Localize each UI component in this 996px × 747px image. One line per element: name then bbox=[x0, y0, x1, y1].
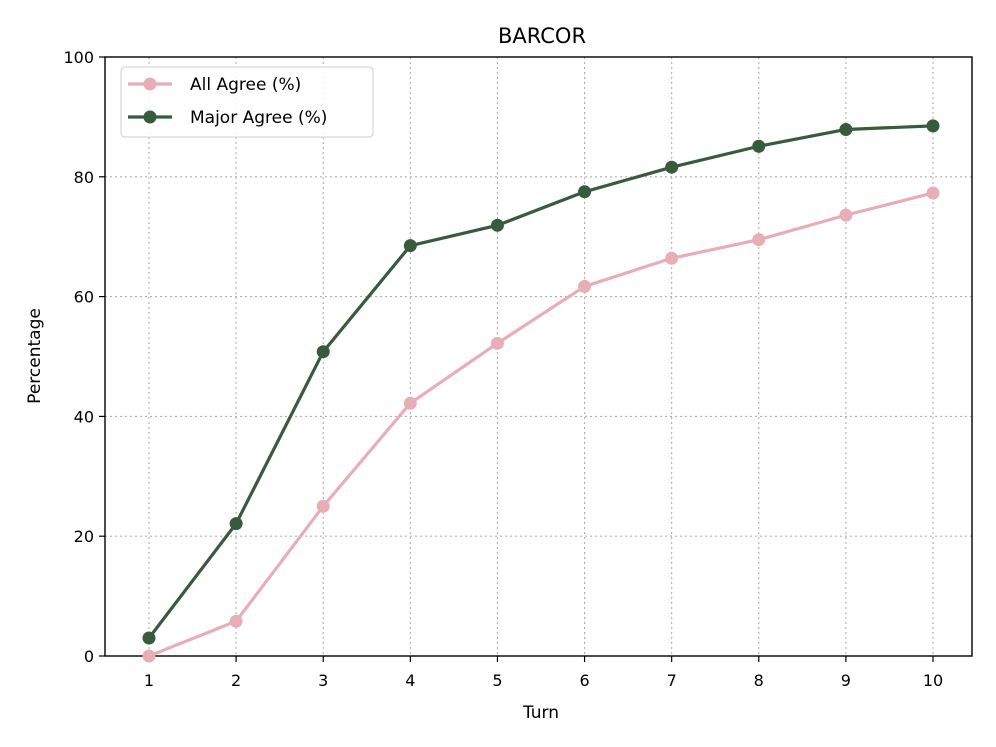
legend-marker bbox=[143, 110, 157, 124]
data-point bbox=[403, 239, 417, 253]
legend-box bbox=[120, 66, 374, 138]
x-tick-label: 3 bbox=[318, 671, 328, 690]
grid-lines bbox=[105, 56, 972, 657]
data-point bbox=[926, 119, 940, 133]
x-axis-label: Turn bbox=[522, 703, 559, 723]
data-point bbox=[578, 185, 592, 199]
plot-frame bbox=[104, 56, 973, 657]
series-line bbox=[147, 124, 934, 639]
y-tick-label: 80 bbox=[74, 168, 94, 187]
data-point bbox=[665, 160, 679, 174]
data-point bbox=[665, 251, 679, 265]
data-point bbox=[142, 631, 156, 645]
data-point bbox=[578, 279, 592, 293]
y-tick-label: 20 bbox=[74, 527, 94, 546]
data-point bbox=[142, 649, 156, 663]
data-point bbox=[490, 218, 504, 232]
legend: All Agree (%) Major Agree (%) bbox=[120, 66, 374, 138]
y-tick-label: 100 bbox=[63, 48, 94, 67]
series-line bbox=[148, 191, 934, 658]
x-tick-label: 2 bbox=[231, 671, 241, 690]
data-point bbox=[752, 233, 766, 247]
x-tick-label: 9 bbox=[841, 671, 851, 690]
y-tick-label: 40 bbox=[74, 407, 94, 426]
chart-title: BARCOR bbox=[498, 24, 586, 48]
series-major-agree bbox=[142, 119, 940, 645]
x-tick-label: 5 bbox=[492, 671, 502, 690]
data-point bbox=[839, 122, 853, 136]
data-point bbox=[752, 139, 766, 153]
data-point bbox=[316, 499, 330, 513]
y-tick-label: 0 bbox=[84, 647, 94, 666]
x-tick-label: 1 bbox=[144, 671, 154, 690]
y-tick-label: 60 bbox=[74, 288, 94, 307]
y-axis-label: Percentage bbox=[25, 308, 45, 404]
x-tick-label: 6 bbox=[579, 671, 589, 690]
x-tick-label: 10 bbox=[923, 671, 943, 690]
data-point bbox=[316, 345, 330, 359]
data-point bbox=[490, 336, 504, 350]
data-point bbox=[229, 517, 243, 531]
legend-label: Major Agree (%) bbox=[190, 108, 327, 128]
data-point bbox=[403, 396, 417, 410]
series-layer bbox=[142, 119, 940, 663]
legend-label: All Agree (%) bbox=[190, 75, 301, 95]
x-tick-label: 8 bbox=[754, 671, 764, 690]
data-point bbox=[229, 614, 243, 628]
x-tick-label: 7 bbox=[667, 671, 677, 690]
data-point bbox=[839, 208, 853, 222]
series-all-agree bbox=[142, 186, 940, 663]
data-point bbox=[926, 186, 940, 200]
legend-marker bbox=[143, 77, 157, 91]
x-tick-label: 4 bbox=[405, 671, 415, 690]
